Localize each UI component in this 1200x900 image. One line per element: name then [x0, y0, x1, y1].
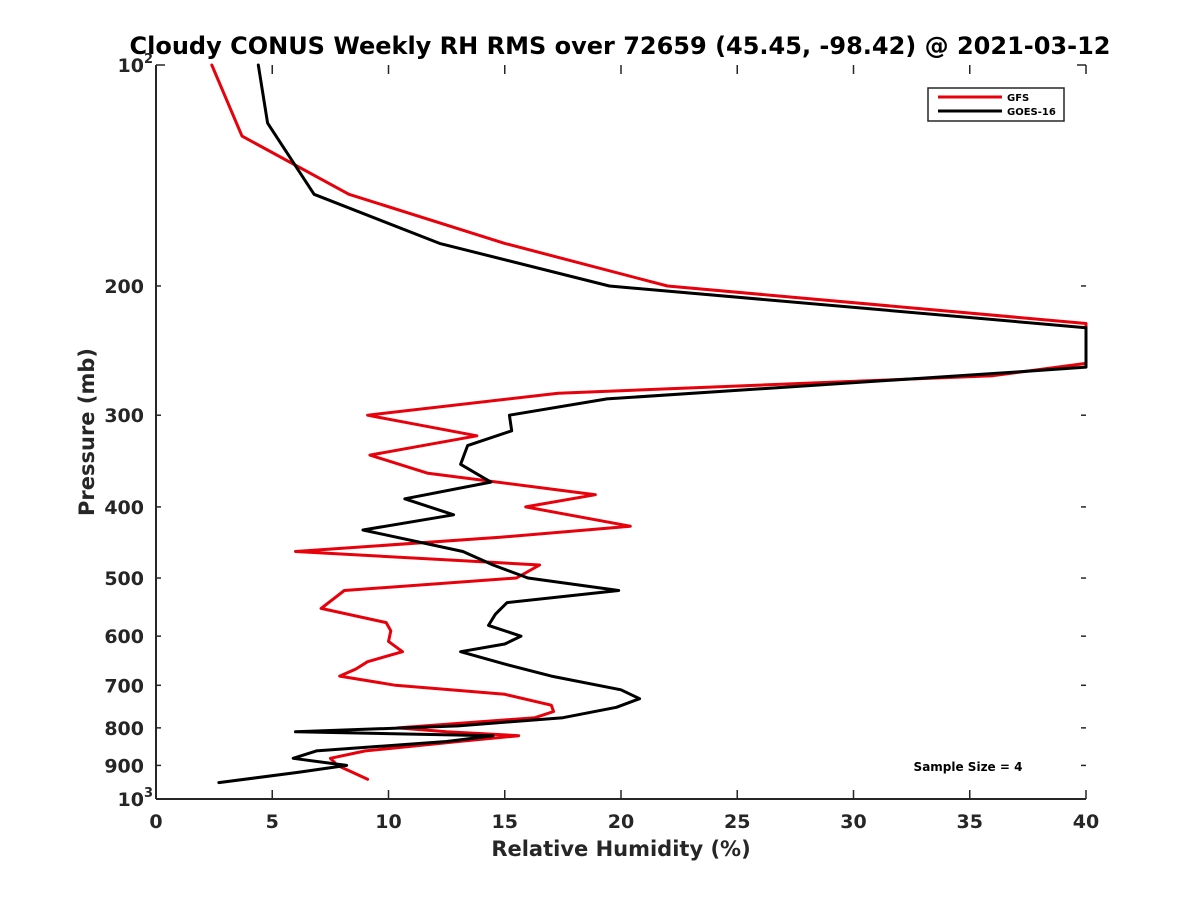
x-tick-label: 15 — [492, 811, 518, 833]
y-tick-label-base: 900 — [104, 755, 144, 777]
legend: GFS GOES-16 — [927, 87, 1065, 122]
y-tick-label: 103 — [118, 786, 154, 811]
y-tick-label: 900 — [104, 755, 144, 777]
series-line-gfs — [210, 63, 1088, 781]
y-tick-label-base: 400 — [104, 497, 144, 519]
x-axis-label: Relative Humidity (%) — [491, 837, 750, 861]
y-tick-label-base: 10 — [118, 789, 144, 811]
x-tick-label: 0 — [149, 811, 162, 833]
y-tick-label: 102 — [118, 52, 154, 77]
x-tick-label: 5 — [266, 811, 279, 833]
x-tick-label: 10 — [375, 811, 401, 833]
x-ticks: 0 5 10 15 20 25 30 35 40 — [149, 65, 1099, 833]
y-tick-label: 300 — [104, 405, 144, 427]
plot-lines — [210, 63, 1088, 785]
x-tick-label: 30 — [840, 811, 866, 833]
y-tick-label-base: 500 — [104, 568, 144, 590]
legend-label: GOES-16 — [1007, 107, 1056, 118]
y-tick-label-base: 200 — [104, 276, 144, 298]
y-tick-label: 200 — [104, 276, 144, 298]
y-tick-label: 700 — [104, 675, 144, 697]
x-tick-label: 20 — [608, 811, 634, 833]
y-tick-label-exponent: 2 — [144, 52, 153, 67]
y-tick-label-exponent: 3 — [144, 786, 153, 801]
x-tick-label: 35 — [957, 811, 983, 833]
legend-box — [927, 87, 1065, 122]
y-tick-label-base: 600 — [104, 626, 144, 648]
y-tick-label-base: 300 — [104, 405, 144, 427]
series-line-goes-16 — [217, 63, 1088, 785]
chart-title: Cloudy CONUS Weekly RH RMS over 72659 (4… — [130, 32, 1111, 60]
y-axis-label: Pressure (mb) — [75, 348, 99, 516]
y-tick-label: 800 — [104, 718, 144, 740]
y-tick-label-base: 700 — [104, 675, 144, 697]
y-tick-label-base: 10 — [118, 55, 144, 77]
sample-size-annotation: Sample Size = 4 — [914, 760, 1023, 774]
x-tick-label: 25 — [724, 811, 750, 833]
y-tick-label: 400 — [104, 497, 144, 519]
legend-label: GFS — [1007, 93, 1029, 104]
y-tick-label: 500 — [104, 568, 144, 590]
x-tick-label: 40 — [1073, 811, 1099, 833]
y-tick-label: 600 — [104, 626, 144, 648]
y-tick-label-base: 800 — [104, 718, 144, 740]
